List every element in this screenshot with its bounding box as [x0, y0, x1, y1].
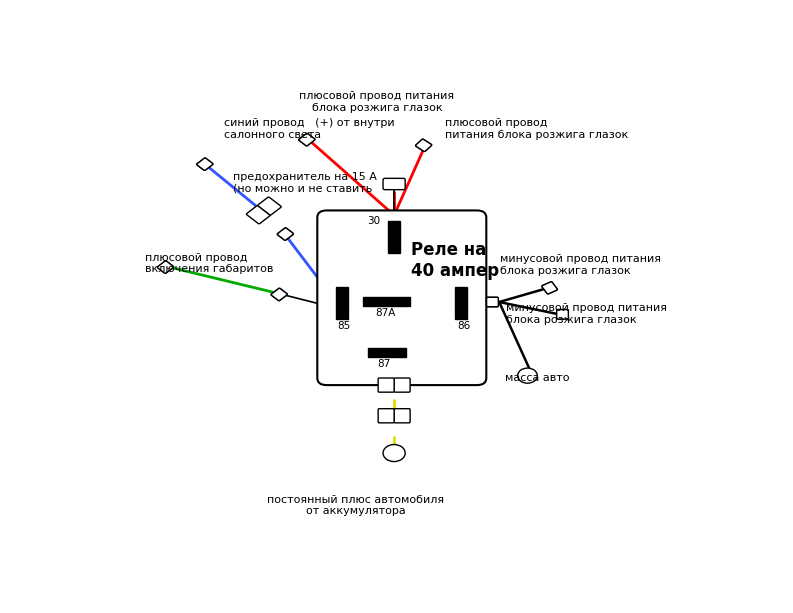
Bar: [455, 287, 467, 319]
FancyBboxPatch shape: [378, 378, 394, 392]
Text: масса авто: масса авто: [505, 373, 569, 383]
FancyBboxPatch shape: [542, 282, 557, 294]
FancyBboxPatch shape: [278, 228, 293, 240]
FancyBboxPatch shape: [557, 310, 569, 319]
Text: постоянный плюс автомобиля
от аккумулятора: постоянный плюс автомобиля от аккумулято…: [267, 495, 445, 516]
FancyBboxPatch shape: [271, 288, 287, 300]
Bar: [363, 297, 410, 306]
Text: плюсовой провод
включения габаритов: плюсовой провод включения габаритов: [145, 253, 274, 274]
FancyBboxPatch shape: [383, 178, 405, 189]
FancyBboxPatch shape: [542, 282, 557, 294]
Circle shape: [383, 444, 405, 462]
FancyBboxPatch shape: [416, 139, 431, 151]
FancyBboxPatch shape: [278, 228, 293, 240]
FancyBboxPatch shape: [394, 409, 410, 423]
FancyBboxPatch shape: [258, 197, 282, 215]
FancyBboxPatch shape: [416, 139, 431, 151]
Text: 87: 87: [377, 359, 391, 368]
FancyBboxPatch shape: [197, 158, 213, 170]
Bar: [388, 221, 400, 253]
FancyBboxPatch shape: [158, 261, 174, 273]
FancyBboxPatch shape: [158, 261, 174, 273]
FancyBboxPatch shape: [197, 158, 213, 170]
FancyBboxPatch shape: [487, 297, 498, 306]
Circle shape: [518, 368, 538, 383]
Text: плюсовой провод
питания блока розжига глазок: плюсовой провод питания блока розжига гл…: [445, 118, 628, 140]
FancyBboxPatch shape: [378, 409, 394, 423]
Text: 85: 85: [338, 321, 351, 331]
FancyBboxPatch shape: [317, 210, 486, 385]
FancyBboxPatch shape: [557, 310, 569, 319]
Bar: [368, 348, 407, 357]
Text: 86: 86: [457, 321, 470, 331]
FancyBboxPatch shape: [487, 297, 498, 306]
Text: 30: 30: [367, 216, 381, 226]
Text: предохранитель на 15 А
(но можно и не ставить: предохранитель на 15 А (но можно и не ст…: [233, 172, 377, 194]
Text: синий провод   (+) от внутри
салонного света: синий провод (+) от внутри салонного све…: [224, 118, 394, 140]
Text: минусовой провод питания
блока розжига глазок: минусовой провод питания блока розжига г…: [506, 303, 667, 325]
FancyBboxPatch shape: [299, 134, 315, 146]
Text: минусовой провод питания
блока розжига глазок: минусовой провод питания блока розжига г…: [500, 254, 661, 276]
FancyBboxPatch shape: [247, 206, 270, 224]
Bar: [335, 287, 348, 319]
Text: плюсовой провод питания
блока розжига глазок: плюсовой провод питания блока розжига гл…: [299, 91, 454, 113]
Text: Реле на
40 ампер: Реле на 40 ампер: [411, 242, 499, 280]
Text: 87A: 87A: [376, 308, 396, 318]
FancyBboxPatch shape: [394, 378, 410, 392]
FancyBboxPatch shape: [299, 134, 315, 146]
FancyBboxPatch shape: [271, 288, 287, 300]
